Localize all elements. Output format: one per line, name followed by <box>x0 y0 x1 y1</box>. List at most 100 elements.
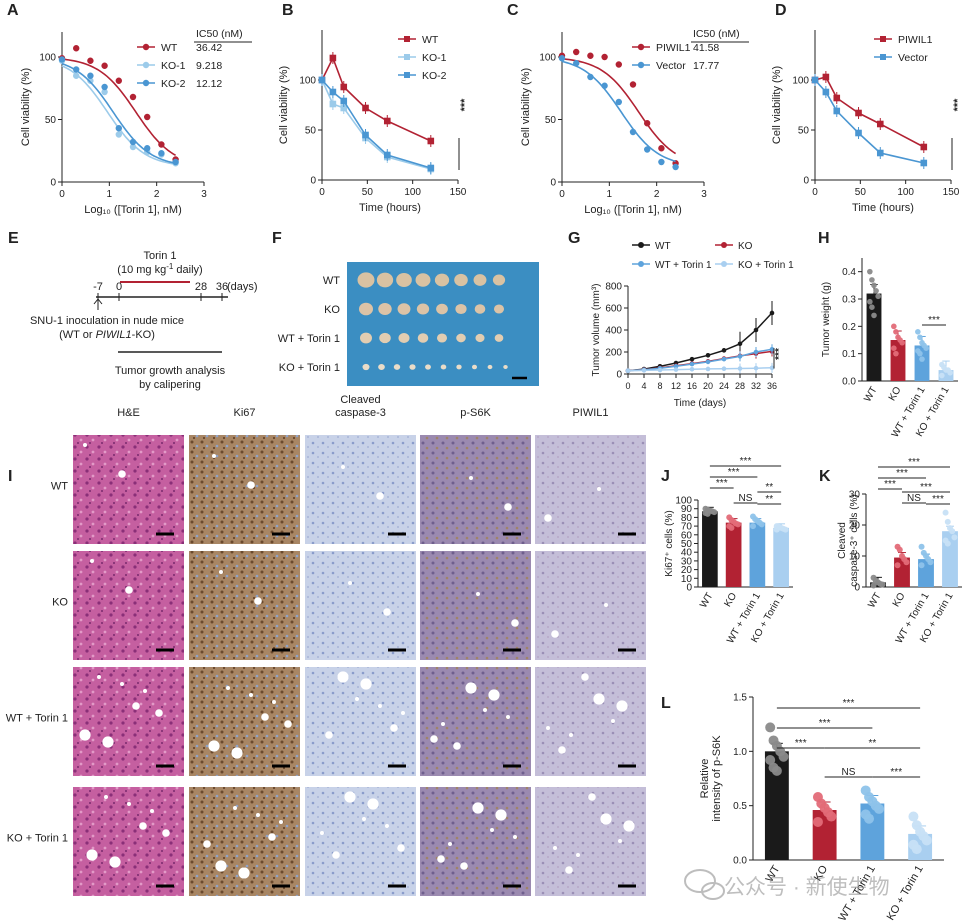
legend-marker <box>637 43 645 51</box>
tumor-specimen <box>360 332 372 344</box>
tissue-void <box>367 798 379 810</box>
tissue-void <box>553 846 557 850</box>
data-point <box>908 811 919 822</box>
tissue-void <box>132 702 140 710</box>
panel-label-D: D <box>775 2 787 19</box>
tissue-void <box>102 736 114 748</box>
x-tick-label: 32 <box>751 381 761 391</box>
data-point <box>869 304 875 311</box>
tissue-void <box>616 700 628 712</box>
tissue-void <box>385 824 389 828</box>
y-tick-label: 100 <box>675 496 692 507</box>
x-tick-label: 50 <box>855 187 867 198</box>
x-axis-label: Time (hours) <box>852 202 914 214</box>
tissue-void <box>476 592 480 596</box>
data-point <box>705 353 711 358</box>
data-point <box>855 109 862 117</box>
data-point <box>942 509 949 516</box>
data-point <box>737 366 743 371</box>
data-point <box>129 138 137 146</box>
data-point <box>427 137 435 145</box>
tissue-void <box>355 697 359 701</box>
data-point <box>949 528 956 535</box>
data-point <box>87 77 94 84</box>
tissue-void <box>472 802 484 814</box>
series-line-WT <box>321 55 432 142</box>
data-point <box>869 277 875 283</box>
legend-label: WT + Torin 1 <box>655 260 712 271</box>
y-tick-label: 0 <box>686 583 692 594</box>
y-tick-label: 30 <box>681 556 693 567</box>
tumor-specimen <box>359 302 373 316</box>
legend-marker <box>142 43 150 51</box>
y-axis-label: Ki67⁺ cells (%) <box>664 510 675 576</box>
legend-label: KO-2 <box>161 78 186 90</box>
tumor-specimen <box>503 364 508 370</box>
sig-label: *** <box>843 698 855 709</box>
y-axis-label: Tumor volume (mm³) <box>591 284 602 377</box>
series-line-WT + Torin 1 <box>627 348 773 372</box>
tissue-void <box>86 849 98 861</box>
data-point <box>896 546 903 553</box>
histology-column-header: Ki67 <box>233 407 255 419</box>
legend-label: KO-1 <box>422 52 447 64</box>
data-point <box>705 359 711 365</box>
data-point <box>558 55 566 62</box>
x-tick-label: 1 <box>607 189 613 200</box>
data-point <box>58 56 66 63</box>
tissue-void <box>284 720 292 728</box>
tissue-void <box>162 829 170 837</box>
panel-label-E: E <box>8 230 19 247</box>
data-point <box>871 282 877 289</box>
wechat-icon <box>684 869 716 893</box>
sig-label: *** <box>774 348 785 360</box>
panel-F: F WT KO WT + Torin 1 KO + Torin 1 <box>272 230 539 386</box>
tissue-void <box>430 735 438 743</box>
x-category-label: WT <box>698 591 715 610</box>
data-point <box>158 150 165 157</box>
tumor-specimen <box>416 303 430 315</box>
data-point <box>601 53 608 61</box>
sig-label: *** <box>728 467 740 478</box>
y-tick-label: 50 <box>305 126 317 137</box>
fit-curve-KO-2 <box>61 62 176 164</box>
x-tick-label: 2 <box>154 189 160 200</box>
tissue-void <box>465 682 477 694</box>
sig-label: NS <box>842 767 856 778</box>
timeline-tick-label: 28 <box>195 281 207 293</box>
panel-label-I: I <box>8 468 12 485</box>
tissue-void <box>390 724 398 732</box>
histology-row-label: WT + Torin 1 <box>6 713 68 725</box>
tissue-void <box>337 671 349 683</box>
sig-label: *** <box>716 478 728 489</box>
growth-label: Tumor growth analysis <box>115 365 226 377</box>
histology-image <box>189 667 300 776</box>
histology-image <box>305 667 416 776</box>
tumor-row-label: WT + Torin 1 <box>278 333 340 345</box>
legend-ic50: 12.12 <box>196 78 222 90</box>
tumor-specimen <box>397 303 411 315</box>
histology-image <box>535 787 646 896</box>
tissue-void <box>256 813 260 817</box>
fit-curve-PIWIL1 <box>561 58 677 155</box>
data-point <box>101 62 108 69</box>
tissue-void <box>150 809 154 813</box>
data-point <box>644 146 651 153</box>
data-point <box>923 345 929 352</box>
tissue-void <box>513 835 517 839</box>
x-tick-label: 100 <box>897 187 914 198</box>
sig-label: *** <box>952 98 964 112</box>
data-point <box>918 562 925 569</box>
histology-image <box>420 667 531 776</box>
data-point <box>927 559 934 566</box>
watermark: 公众号 · 新使生物 <box>684 869 890 900</box>
data-point <box>587 52 594 59</box>
tissue-void <box>125 586 133 594</box>
data-point <box>894 562 901 569</box>
y-tick-label: 800 <box>605 282 622 293</box>
y-tick-label: 400 <box>605 326 622 337</box>
data-point <box>615 61 622 68</box>
data-point <box>737 354 743 359</box>
legend-ic50: 36.42 <box>196 42 222 54</box>
